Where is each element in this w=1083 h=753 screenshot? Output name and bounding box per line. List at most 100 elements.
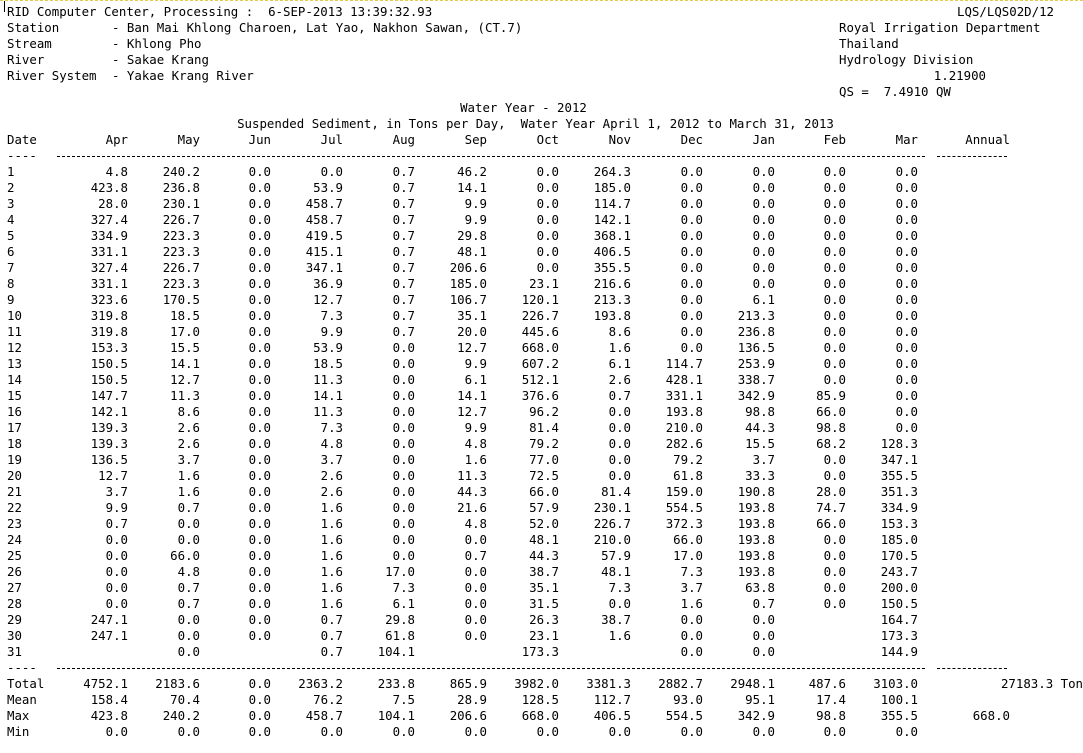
table-row: 20 12.7 1.6 0.0 2.6 0.0 11.3 72.5 0.0 61.8 33.3 0.0…: [7, 468, 1083, 484]
value-cell: 0.0: [752, 180, 775, 195]
value-cell: 0.0: [608, 436, 631, 451]
value-cell: 0.0: [752, 260, 775, 275]
value-cell: 0.0: [823, 564, 846, 579]
value-cell: 0.0: [392, 468, 415, 483]
value-cell: 0.0: [392, 388, 415, 403]
day-cell: 1: [7, 164, 15, 179]
day-cell: 28: [7, 596, 22, 611]
value-cell: 0.0: [895, 356, 918, 371]
column-header-aug: Aug: [392, 132, 415, 147]
value-cell: 4.8: [464, 436, 487, 451]
column-header-jul: Jul: [320, 132, 343, 147]
value-cell: 3.7: [105, 484, 128, 499]
value-cell: 0.0: [392, 500, 415, 515]
value-cell: 136.5: [737, 340, 775, 355]
value-cell: 0.0: [895, 420, 918, 435]
water-year-title: Water Year - 2012: [460, 100, 587, 115]
value-cell: 0.0: [680, 628, 703, 643]
value-cell: 0.0: [248, 420, 271, 435]
value-cell: 31.5: [529, 596, 559, 611]
summary-label: Min: [7, 724, 30, 739]
value-cell: 48.1: [529, 532, 559, 547]
value-cell: 114.7: [593, 196, 631, 211]
value-cell: 185.0: [880, 532, 918, 547]
value-cell: 331.1: [90, 244, 128, 259]
table-row: 12 153.3 15.5 0.0 53.9 0.0 12.7 668.0 1.6 0.0 136.…: [7, 340, 1083, 356]
value-cell: 29.8: [457, 228, 487, 243]
value-cell: 150.5: [90, 356, 128, 371]
value-cell: 226.7: [162, 212, 200, 227]
value-cell: 136.5: [90, 452, 128, 467]
value-cell: 18.5: [313, 356, 343, 371]
summary-value: 93.0: [673, 692, 703, 707]
value-cell: 0.0: [248, 452, 271, 467]
value-cell: 0.0: [823, 228, 846, 243]
value-cell: 0.0: [320, 164, 343, 179]
day-cell: 22: [7, 500, 22, 515]
value-cell: 12.7: [170, 372, 200, 387]
value-cell: 0.0: [823, 452, 846, 467]
summary-value: 112.7: [593, 692, 631, 707]
value-cell: 12.7: [457, 404, 487, 419]
value-cell: 66.0: [170, 548, 200, 563]
day-cell: 24: [7, 532, 22, 547]
day-cell: 7: [7, 260, 15, 275]
value-cell: 0.0: [248, 468, 271, 483]
value-cell: 3.7: [680, 580, 703, 595]
value-cell: 173.3: [880, 628, 918, 643]
day-cell: 21: [7, 484, 22, 499]
value-cell: 0.0: [105, 532, 128, 547]
value-cell: 0.0: [248, 244, 271, 259]
value-cell: 0.0: [536, 260, 559, 275]
day-cell: 20: [7, 468, 22, 483]
summary-value: 668.0: [521, 708, 559, 723]
value-cell: 419.5: [305, 228, 343, 243]
value-cell: 44.3: [529, 548, 559, 563]
summary-value: 2363.2: [298, 676, 343, 691]
value-cell: 7.3: [608, 580, 631, 595]
value-cell: 1.6: [320, 596, 343, 611]
value-cell: 9.9: [464, 356, 487, 371]
value-cell: 226.7: [521, 308, 559, 323]
column-header-may: May: [177, 132, 200, 147]
value-cell: 96.2: [529, 404, 559, 419]
value-cell: 14.1: [457, 388, 487, 403]
value-cell: 0.0: [177, 516, 200, 531]
summary-row-max: Max 423.8 240.2 0.0 458.7 104.1 206.6 668.0 406.…: [7, 708, 1083, 724]
value-cell: 4.8: [177, 564, 200, 579]
value-cell: 72.5: [529, 468, 559, 483]
value-cell: 0.0: [823, 532, 846, 547]
value-cell: 1.6: [608, 340, 631, 355]
station-value: - Ban Mai Khlong Charoen, Lat Yao, Nakho…: [112, 20, 523, 35]
value-cell: 0.0: [248, 196, 271, 211]
value-cell: 0.0: [680, 340, 703, 355]
table-row: 4 327.4 226.7 0.0 458.7 0.7 9.9 0.0 142.1 0.0 0.0 0…: [7, 212, 1083, 228]
value-cell: 334.9: [90, 228, 128, 243]
summary-value: 0.0: [464, 724, 487, 739]
value-cell: 423.8: [90, 180, 128, 195]
value-cell: 0.0: [392, 356, 415, 371]
value-cell: 0.7: [392, 244, 415, 259]
value-cell: 9.9: [320, 324, 343, 339]
stream-label: Stream: [7, 36, 52, 51]
value-cell: 6.1: [392, 596, 415, 611]
value-cell: 0.0: [895, 292, 918, 307]
value-cell: 0.0: [248, 180, 271, 195]
day-cell: 25: [7, 548, 22, 563]
value-cell: 0.0: [248, 212, 271, 227]
table-row: 3 28.0 230.1 0.0 458.7 0.7 9.9 0.0 114.7 0.0 0.0 0.…: [7, 196, 1083, 212]
text-cursor: [4, 1, 5, 12]
value-cell: 0.0: [464, 612, 487, 627]
value-cell: 0.7: [392, 212, 415, 227]
value-cell: 415.1: [305, 244, 343, 259]
value-cell: 327.4: [90, 212, 128, 227]
summary-label: Mean: [7, 692, 37, 707]
value-cell: 230.1: [162, 196, 200, 211]
summary-row-mean: Mean 158.4 70.4 0.0 76.2 7.5 28.9 128.5 112.7 93.…: [7, 692, 1083, 708]
value-cell: 0.0: [680, 276, 703, 291]
value-cell: 17.0: [673, 548, 703, 563]
value-cell: 36.9: [313, 276, 343, 291]
value-cell: 0.7: [392, 228, 415, 243]
value-cell: 0.0: [248, 324, 271, 339]
value-cell: 9.9: [464, 212, 487, 227]
